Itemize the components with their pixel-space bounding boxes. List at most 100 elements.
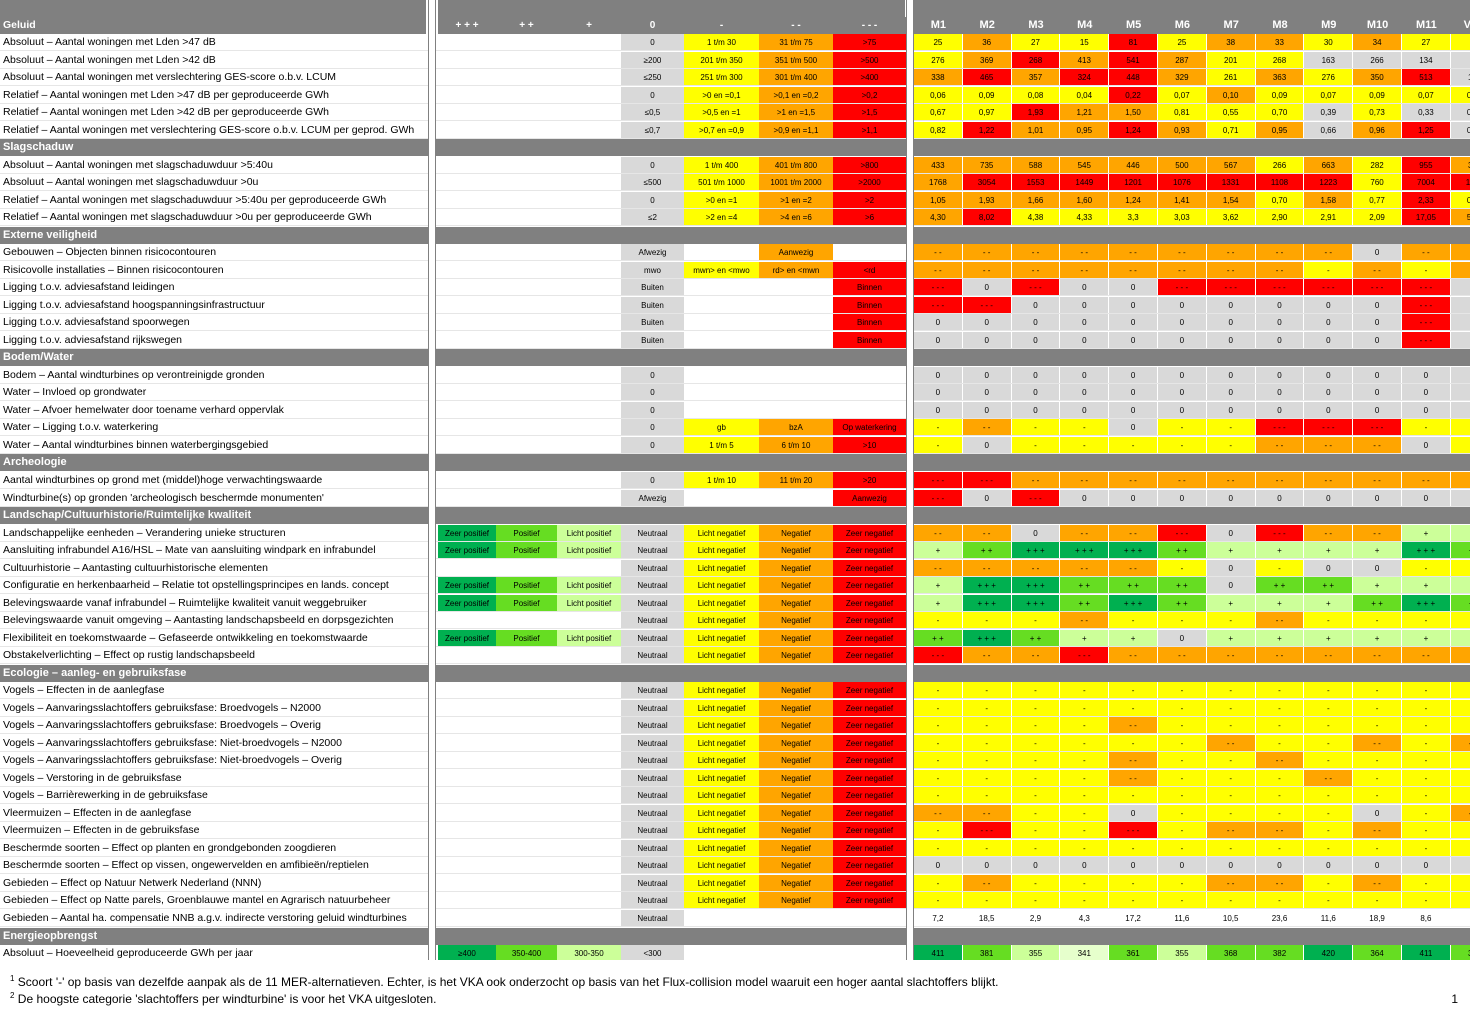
score-cell: - [1011,874,1060,892]
class-cell [438,787,496,805]
class-cell: Negatief [759,752,833,770]
score-cell: - [1206,699,1255,717]
class-cell [438,314,496,332]
class-cell: Zeer negatief [833,542,906,560]
score-cell: 0 [1353,489,1401,507]
score-cell: 0 [1060,279,1109,297]
score-cell: 201 [1206,51,1255,69]
class-cell: Licht negatief [684,647,759,665]
criterion-row: Vogels – Aanvaringsslachtoffers gebruiks… [0,699,1470,717]
score-cell: - [1011,436,1060,454]
score-cell: 0 [1304,489,1353,507]
criterion-label: Cultuurhistorie – Aantasting cultuurhist… [3,561,268,574]
score-cell: - [1158,769,1206,787]
score-cell: 0 [1304,331,1353,349]
class-cell: 0 [621,86,684,104]
row-divider [0,207,1470,209]
score-cell: 0 [1304,401,1353,419]
criterion-row: Ligging t.o.v. adviesafstand rijkswegen B… [0,331,1470,349]
class-cell: 300-350 [557,945,621,960]
score-cell: 0 [1255,384,1304,402]
class-cell [833,366,906,384]
class-cell: Negatief [759,542,833,560]
score-cell: - [1109,682,1157,700]
score-cell: 0,08 [1011,86,1060,104]
class-cell: Negatief [759,804,833,822]
score-cell: - [1353,682,1401,700]
class-cell: >0,5 en =1 [684,104,759,122]
score-cell: 369 [962,51,1011,69]
score-cell: 10,5 [1206,910,1255,927]
class-cell [496,822,557,840]
class-cell: >500 [833,51,906,69]
score-cell: 4,38 [1011,209,1060,227]
score-cell: 0 [1158,366,1206,384]
class-cell [759,401,833,419]
score-cell: - [962,682,1011,700]
score-cell: 0 [962,401,1011,419]
score-cell: - - [1206,822,1255,840]
score-cell: 0,66 [1304,121,1353,139]
class-cell: Buiten [621,296,684,314]
score-cell: 500 [1158,156,1206,174]
class-cell [557,296,621,314]
criterion-label: Ligging t.o.v. adviesafstand leidingen [3,281,175,294]
score-cell: 2,09 [1353,209,1401,227]
score-cell: 0 [1011,296,1060,314]
class-cell: 0 [621,401,684,419]
score-cell: - [1402,892,1450,910]
class-cell: 0 [621,472,684,489]
class-cell [684,910,759,927]
class-cell [438,261,496,279]
row-divider [0,277,1470,279]
score-cell: - [914,612,962,630]
score-cell: 0 [1206,401,1255,419]
score-cell: 363 [1255,69,1304,87]
score-cell: - [914,436,962,454]
class-cell [833,244,906,262]
score-cell: - [1011,717,1060,735]
criterion-label: Gebieden – Aantal ha. compensatie NNB a.… [3,912,407,924]
score-cell: 0 [1109,314,1157,332]
score-cell: 0 [1109,804,1157,822]
criterion-row: Vogels – Effecten in de aanlegfase Neutra… [0,682,1470,700]
score-cell: 1,66 [1011,191,1060,209]
class-cell: 11 t/m 20 [759,472,833,489]
score-cell: - - - [914,489,962,507]
score-cell: - - [1353,734,1401,752]
criterion-label: Relatief – Aantal woningen met slagschad… [3,211,372,224]
score-cell: 0 [1450,857,1470,875]
row-divider [0,855,1470,857]
criterion-row: Relatief – Aantal woningen met verslecht… [0,121,1470,139]
score-cell: 0 [914,331,962,349]
score-cell: - [1158,752,1206,770]
score-cell: + + [1060,577,1109,595]
score-cell: 0,09 [1255,86,1304,104]
class-cell: Negatief [759,839,833,857]
score-cell: - - [1060,472,1109,489]
class-cell [438,366,496,384]
score-cell: - -1 [1450,734,1470,752]
class-cell: Negatief [759,612,833,630]
class-cell [496,69,557,87]
class-cell: 501 t/m 1000 [684,174,759,192]
class-cell [557,612,621,630]
score-cell: 0 [1011,366,1060,384]
score-cell: - [1158,804,1206,822]
class-cell: Zeer negatief [833,524,906,542]
score-cell: - [1353,699,1401,717]
score-cell: 0 [1450,384,1470,402]
separator-right [906,0,914,960]
row-divider [0,347,1470,349]
score-cell: - - [1353,524,1401,542]
row-divider [0,452,1470,454]
score-cell: - - [1304,244,1353,262]
score-cell: - - [1011,647,1060,665]
class-cell: Licht negatief [684,839,759,857]
score-cell: 8,02 [962,209,1011,227]
score-cell: 1449 [1060,174,1109,192]
score-cell: 341 [1060,945,1109,960]
class-cell: Zeer negatief [833,804,906,822]
score-cell: 0 [1158,489,1206,507]
score-cell: - - [1255,472,1304,489]
